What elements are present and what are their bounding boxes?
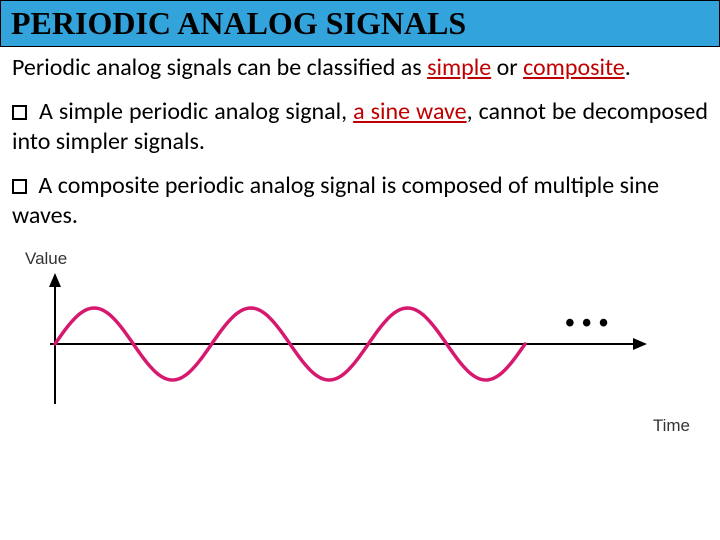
intro-paragraph: Periodic analog signals can be classifie… [12, 53, 708, 83]
bullet-2: A composite periodic analog signal is co… [12, 171, 708, 231]
page-title: PERIODIC ANALOG SIGNALS [11, 5, 466, 41]
content: Periodic analog signals can be classifie… [0, 47, 720, 231]
y-axis-label: Value [25, 249, 710, 269]
keyword-sine-wave: a sine wave [353, 97, 466, 126]
intro-post: . [625, 53, 631, 82]
bullet2-text: A composite periodic analog signal is co… [12, 171, 659, 230]
intro-mid: or [491, 53, 523, 82]
square-bullet-icon [12, 105, 27, 120]
bullet1-pre: A simple periodic analog signal, [33, 97, 353, 126]
title-bar: PERIODIC ANALOG SIGNALS [0, 0, 720, 47]
bullet-1: A simple periodic analog signal, a sine … [12, 97, 708, 157]
svg-text:• • •: • • • [565, 308, 608, 339]
keyword-composite: composite [523, 53, 625, 82]
square-bullet-icon [12, 179, 27, 194]
intro-pre: Periodic analog signals can be classifie… [12, 53, 427, 82]
keyword-simple: simple [427, 53, 491, 82]
x-axis-label: Time [25, 416, 710, 436]
sine-wave-svg: • • • [25, 269, 675, 409]
sine-wave-chart: Value • • • Time [0, 245, 720, 436]
